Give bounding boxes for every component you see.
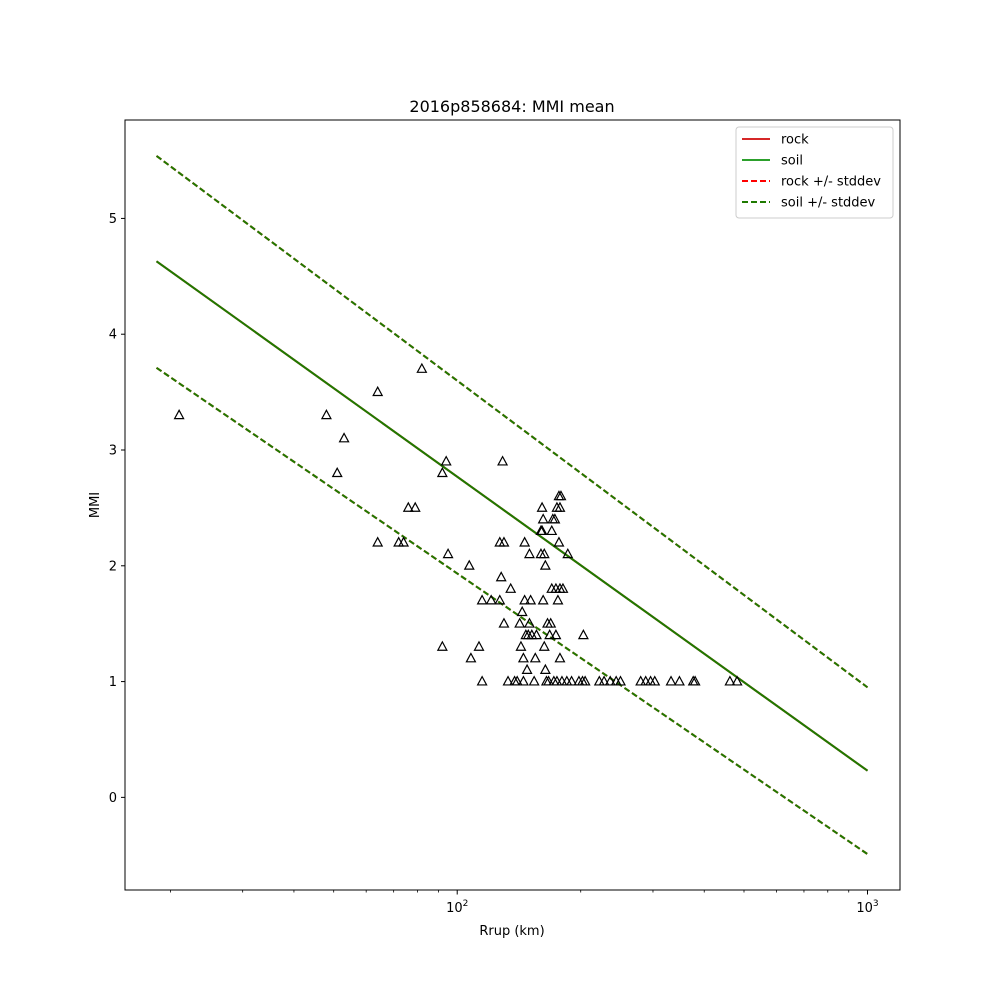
observation-marker [554,652,566,663]
observation-marker [372,536,384,547]
observation-marker [372,385,384,397]
axes: 0 1 2 3 4 5 102 103 [109,119,901,916]
observation-marker [614,675,626,686]
observation-marker [530,629,542,640]
x-tick-label: 102 [446,899,468,916]
observation-marker [536,501,548,512]
observation-marker [476,594,488,605]
legend-label: soil +/- stddev [781,196,876,211]
observation-marker [525,594,537,605]
observation-marker [553,536,565,547]
observation-marker [536,524,548,536]
observation-marker [689,675,701,686]
observation-marker [537,513,549,524]
observation-marker [473,640,485,651]
observation-marker [549,513,561,524]
axes-frame [124,119,901,891]
observation-marker [515,640,527,651]
observation-marker [516,605,528,617]
observation-marker [320,409,332,420]
observation-marker [724,675,736,686]
y-axis-label: MMI [88,492,103,518]
y-tick-label: 1 [109,675,117,690]
observation-marker [731,675,743,686]
y-tick-label: 5 [109,212,117,227]
observation-marker [495,571,507,582]
observation-marker [338,432,350,443]
observation-marker [528,675,540,686]
observation-marker [566,675,578,686]
observation-marker [476,675,488,686]
observation-marker [485,594,497,605]
x-tick-label: 103 [856,899,878,916]
observation-marker [463,559,475,570]
observation-marker [665,675,677,686]
observation-marker [557,582,569,593]
chart-title: 2016p858684: MMI mean [409,97,614,116]
observation-marker [331,466,343,478]
observation-marker [398,536,410,547]
observation-marker [416,362,428,373]
observation-marker [552,594,564,605]
observation-marker [523,547,535,559]
observation-marker [523,617,535,628]
observation-marker [649,675,661,686]
observation-marker [577,629,589,640]
y-tick-label: 4 [109,328,117,343]
observation-marker [579,675,591,686]
observation-marker [498,617,510,628]
plot-area [155,155,869,855]
y-tick-label: 0 [109,791,117,806]
observation-marker [494,594,506,605]
observation-marker [555,490,567,501]
observation-marker [519,594,531,605]
x-axis-label: Rrup (km) [479,924,544,939]
observation-marker [546,524,558,536]
observation-marker [539,663,551,674]
observation-marker [502,675,514,686]
observation-marker [498,536,510,547]
legend-label: rock [781,133,809,148]
observation-marker [409,501,421,512]
observation-marker [537,594,549,605]
observation-marker [598,675,610,686]
observation-marker [497,455,509,466]
series-line-soil-stddev-4 [155,155,869,689]
observation-marker [529,652,541,663]
observation-marker [562,547,574,559]
legend-label: rock +/- stddev [781,175,881,190]
observation-marker [545,617,557,628]
observation-marker [505,582,517,593]
observation-marker [511,675,523,686]
plot-content [155,155,869,855]
y-tick-label: 2 [109,559,117,574]
observation-marker [402,501,414,512]
observation-marker [173,409,185,420]
observation-marker [550,629,562,640]
observation-marker [514,617,526,628]
observation-marker [538,547,550,559]
observation-marker [543,675,555,686]
observation-marker [604,675,616,686]
observation-marker [440,455,452,466]
observation-marker [539,559,551,570]
legend-label: soil [781,154,803,169]
y-tick-label: 3 [109,444,117,459]
observation-marker [436,640,448,651]
observation-marker [673,675,685,686]
legend: rock soil rock +/- stddev soil +/- stddev [735,126,894,219]
observation-marker [544,629,556,640]
series-line-soil-1 [155,260,869,772]
observation-marker [517,675,529,686]
observation-marker [538,640,550,651]
observation-marker [554,501,566,512]
observation-marker [442,547,454,559]
observation-marker [436,466,448,478]
observation-marker [519,536,531,547]
observation-marker [521,663,533,674]
legend-box [735,126,894,219]
observation-marker [517,652,529,663]
observation-marker [465,652,477,663]
